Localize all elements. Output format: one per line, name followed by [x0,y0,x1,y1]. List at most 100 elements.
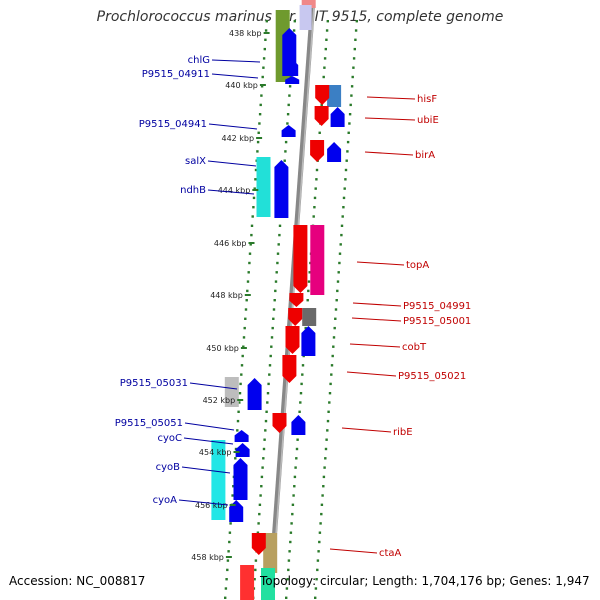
guide-dot [321,494,324,497]
guide-dot [325,38,328,41]
guide-dot [248,261,251,265]
guide-dot [264,29,268,32]
guide-dot [286,113,290,116]
guide-dot [238,401,241,404]
guide-dot [293,485,296,488]
ctaA-arrow [251,533,266,555]
guide-dot [344,168,348,172]
guide-dot [262,57,266,60]
tick-label: 448 kbp [210,291,243,300]
guide-dot [327,410,330,413]
label-cyoB: cyoB [156,462,181,473]
label-ubiE: ubiE [417,115,439,126]
leader-salX [207,160,257,167]
guide-dot [322,475,326,479]
guide-inner-right [285,20,329,599]
guide-dot [226,568,229,572]
P9515_05001-red-arrow [288,308,303,326]
guide-dot [276,261,279,265]
guide-dot [226,559,230,562]
guide-dot [320,503,324,506]
guide-dot [264,429,267,432]
leader-hisF [366,96,416,100]
guide-dot [257,131,260,134]
guide-dot [307,280,311,283]
guide-dot [252,196,256,200]
guide-dot [304,326,307,330]
tick-label: 438 kbp [229,29,262,38]
leader-cyoA [178,499,229,506]
strand-guides [224,20,358,599]
guide-dot [258,122,261,125]
ubiE-arrow [330,107,345,127]
guide-dot [328,401,331,404]
guide-dot [318,540,321,544]
guide-dot [330,373,333,376]
guide-dot [237,410,240,413]
label-P9515_04991: P9515_04991 [403,301,471,312]
guide-dot [322,485,325,488]
gene-arrows [229,28,345,555]
guide-dot [313,206,316,209]
label-P9515_04911: P9515_04911 [142,69,210,80]
leader-chlG [211,59,261,63]
guide-dot [228,540,231,544]
label-salX: salX [185,156,206,167]
guide-dot [316,568,319,572]
guide-dot [256,531,260,534]
guide-dot [291,512,294,516]
guide-dot [240,373,243,376]
guide-dot [253,187,256,190]
guide-dot [332,345,335,348]
guide-dot [334,317,337,320]
guide-dot [323,57,327,60]
guide-dot [258,503,262,506]
leader-ndhB [207,189,255,195]
guide-dot [299,401,302,404]
guide-dot [254,559,258,562]
guide-dot [346,150,349,153]
guide-dot [330,364,334,367]
guide-dot [286,122,289,125]
guide-dot [251,215,254,218]
guide-dot [277,243,280,246]
guide-dot [340,233,343,237]
guide-dot [232,485,235,488]
cyoA-arrow [229,500,244,522]
guide-dot [263,438,266,441]
guide-dot [289,540,292,544]
guide-dot [318,531,322,534]
guide-dot [323,466,326,469]
guide-dot [314,587,318,590]
guide-dot [236,429,239,432]
guide-dot [293,20,296,23]
guide-dot [313,196,317,200]
guide-dot [315,578,318,581]
guide-dot [248,252,252,255]
guide-dot [291,503,295,506]
guide-dot [289,531,293,534]
guide-dot [227,550,230,553]
guide-dot [333,326,336,330]
guide-dot [228,531,232,534]
guide-dot [340,224,344,227]
guide-dot [278,233,281,237]
guide-dot [262,447,266,451]
guide-dot [336,280,340,283]
guide-dot [334,308,338,311]
cyoC-arrow [235,443,250,457]
label-P9515_05031: P9515_05031 [120,378,188,389]
P9515_05001-color-bar [302,308,317,326]
tick-label: 458 kbp [191,553,224,562]
P9515_05021-arrow [282,355,297,383]
guide-dot [320,103,323,107]
guide-dot [350,85,354,88]
guide-dot [342,196,346,200]
tick-label: 450 kbp [206,344,239,353]
guide-dot [246,280,250,283]
leader-P9515_04991 [352,302,402,307]
guide-dot [262,457,265,460]
guide-dot [260,485,263,488]
guide-dot [324,457,327,460]
label-hisF: hisF [417,94,437,105]
